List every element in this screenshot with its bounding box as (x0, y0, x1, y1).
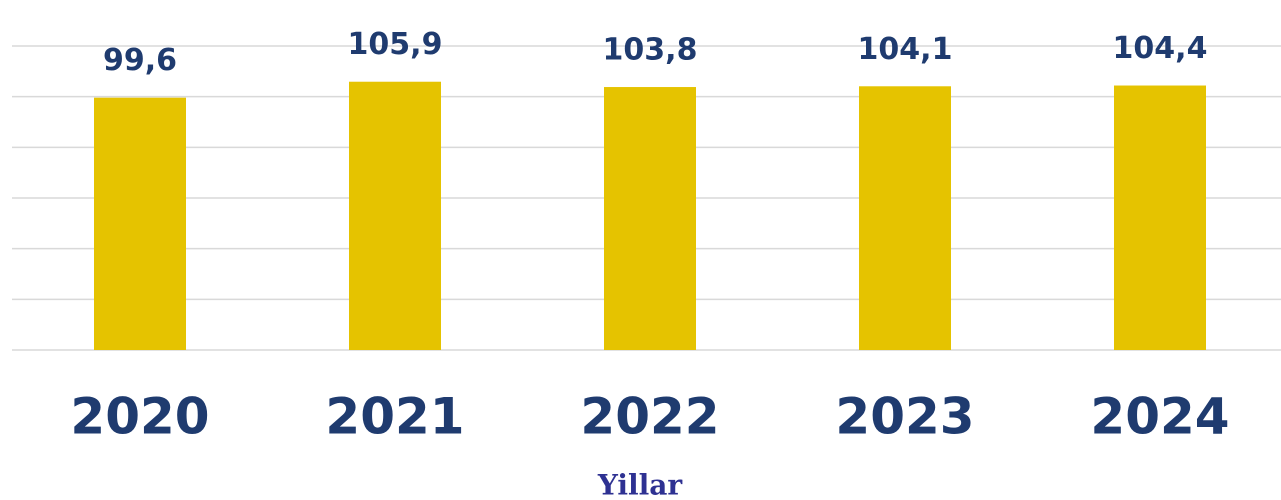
bar (349, 81, 441, 350)
x-tick-label: 2024 (1090, 388, 1229, 446)
x-axis-title: Yillar (597, 469, 684, 500)
bar (94, 97, 186, 351)
value-label: 103,8 (603, 33, 698, 68)
x-tick-label: 2021 (325, 388, 464, 446)
value-label: 104,4 (1113, 31, 1208, 66)
x-tick-label: 2023 (835, 388, 974, 446)
x-tick-label: 2020 (70, 388, 209, 446)
bar (1114, 85, 1206, 351)
x-tick-label: 2022 (580, 388, 719, 446)
value-label: 105,9 (348, 27, 443, 62)
bar (859, 86, 951, 350)
value-label: 104,1 (858, 32, 953, 67)
value-label: 99,6 (103, 43, 177, 78)
bar (604, 87, 696, 350)
